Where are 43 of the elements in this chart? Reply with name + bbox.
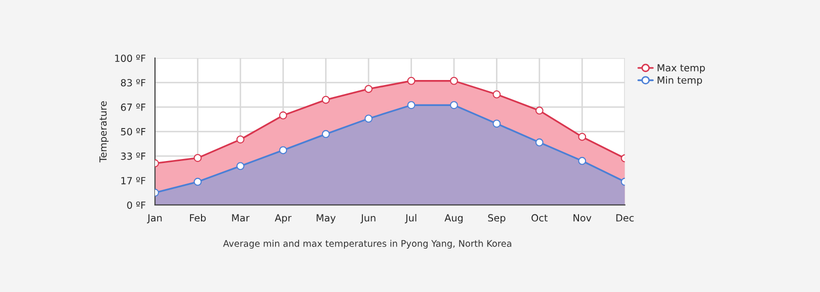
x-tick-label: Jun <box>360 214 376 224</box>
x-tick-label: Jul <box>404 214 416 224</box>
x-tick-label: Dec <box>616 214 634 222</box>
point <box>236 162 244 170</box>
point <box>279 111 288 120</box>
point <box>578 156 586 165</box>
text: Average min and max temperatures in Pyong Yang, North Korea <box>223 240 512 249</box>
x-tick-label: Oct <box>532 214 548 222</box>
point <box>364 114 373 123</box>
point <box>450 76 458 85</box>
y-axis-title: Temperature <box>99 101 109 162</box>
y-tick-label: 67 ºF <box>120 104 146 111</box>
legend-label: Max temp <box>658 64 705 74</box>
point <box>407 76 416 85</box>
point <box>322 96 330 104</box>
y-tick-label: 33 ºF <box>121 152 146 160</box>
point <box>322 130 330 138</box>
x-tick-label: Apr <box>274 214 292 224</box>
x-tick-label: May <box>316 214 336 224</box>
y-tick-label: 50 ºF <box>121 128 146 136</box>
point <box>450 101 458 110</box>
point <box>535 138 544 146</box>
y-tick-label: 83 ºF <box>120 79 146 86</box>
point <box>578 132 586 141</box>
x-tick-label: Feb <box>190 214 206 222</box>
y-tick-label: 17 ºF <box>121 176 146 184</box>
x-tick-label: Nov <box>574 214 592 222</box>
point <box>535 106 544 115</box>
x-tick-label: Aug <box>444 214 463 224</box>
point <box>279 146 288 154</box>
point <box>194 178 202 186</box>
y-tick-label: 0 ºF <box>127 201 146 209</box>
point <box>194 154 202 162</box>
x-tick-label: Mar <box>232 214 250 222</box>
legend-label: Min temp <box>658 76 702 86</box>
point <box>492 120 501 128</box>
y-tick-label: 100 ºF <box>115 54 146 62</box>
point <box>492 90 501 98</box>
point <box>236 135 244 144</box>
point <box>364 84 373 93</box>
point <box>407 101 416 110</box>
x-tick-label: Sep <box>488 214 506 224</box>
x-tick-label: Jan <box>146 214 162 224</box>
